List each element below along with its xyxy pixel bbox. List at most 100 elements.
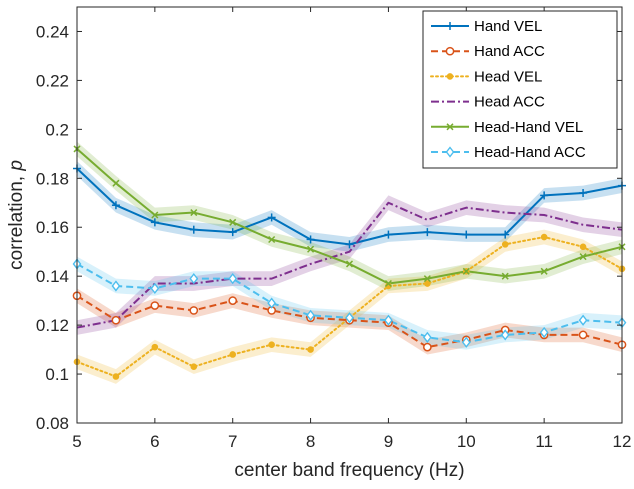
data-point bbox=[190, 363, 198, 371]
y-tick-label: 0.12 bbox=[36, 316, 69, 335]
data-point bbox=[267, 213, 276, 222]
legend-marker bbox=[446, 73, 454, 80]
legend-marker bbox=[446, 22, 454, 30]
y-axis-label-text: correlation, bbox=[6, 171, 27, 270]
data-point bbox=[384, 279, 392, 288]
legend-label: Head ACC bbox=[474, 94, 545, 111]
data-point bbox=[111, 315, 121, 325]
data-point bbox=[268, 235, 276, 244]
data-point bbox=[578, 330, 588, 340]
data-point bbox=[228, 228, 237, 237]
data-point bbox=[384, 230, 393, 239]
data-point bbox=[423, 228, 432, 237]
data-point bbox=[189, 272, 199, 285]
x-axis-label: center band frequency (Hz) bbox=[234, 460, 464, 481]
y-tick-label: 0.14 bbox=[36, 267, 69, 286]
data-point bbox=[423, 275, 431, 283]
data-point bbox=[501, 272, 509, 280]
legend-label: Hand VEL bbox=[474, 18, 542, 35]
data-point bbox=[151, 211, 159, 219]
data-point bbox=[345, 312, 354, 324]
data-point bbox=[267, 297, 277, 309]
legend-marker bbox=[445, 146, 455, 158]
legend-marker bbox=[446, 123, 454, 131]
y-tick-label: 0.18 bbox=[36, 169, 69, 188]
data-point bbox=[461, 336, 471, 348]
data-point bbox=[422, 331, 432, 343]
data-point bbox=[384, 314, 393, 326]
data-point bbox=[189, 225, 198, 234]
legend-entry: Head-Hand ACC bbox=[431, 144, 586, 161]
data-point bbox=[501, 230, 510, 239]
legend-entry: Head VEL bbox=[430, 68, 542, 85]
data-point bbox=[345, 260, 354, 268]
data-point bbox=[229, 218, 237, 226]
y-axis-label: correlation, p bbox=[6, 160, 27, 270]
data-point bbox=[228, 272, 238, 285]
x-tick-label: 11 bbox=[535, 432, 553, 451]
series-band bbox=[77, 161, 622, 252]
series-line bbox=[76, 201, 623, 329]
data-point bbox=[540, 267, 548, 275]
y-axis-ticks: 0.08 0.1 0.12 0.14 0.16 0.18 0.2 0.22 0.24 bbox=[36, 22, 622, 433]
data-point bbox=[501, 241, 509, 248]
series-band bbox=[77, 256, 622, 350]
data-point bbox=[500, 329, 510, 341]
y-tick-label: 0.24 bbox=[36, 22, 69, 41]
x-tick-label: 8 bbox=[306, 432, 315, 451]
plot-area-frame bbox=[76, 6, 623, 424]
data-point bbox=[151, 343, 159, 351]
legend-marker bbox=[445, 46, 455, 56]
data-point bbox=[345, 240, 354, 249]
y-tick-label: 0.22 bbox=[36, 71, 69, 90]
legend-label: Head-Hand ACC bbox=[474, 144, 586, 161]
legend-entry: Head-Hand VEL bbox=[431, 119, 583, 136]
data-point bbox=[268, 341, 275, 348]
x-tick-label: 5 bbox=[72, 432, 81, 451]
x-tick-label: 9 bbox=[384, 432, 393, 451]
legend-entry: Hand VEL bbox=[431, 18, 542, 35]
data-point bbox=[540, 233, 548, 241]
data-point bbox=[150, 218, 159, 227]
x-tick-label: 10 bbox=[457, 432, 476, 451]
data-point bbox=[111, 280, 121, 292]
legend: Hand VEL Hand ACC Head VEL Head ACC Head-Han… bbox=[422, 10, 618, 169]
data-point bbox=[150, 282, 160, 295]
x-tick-label: 7 bbox=[228, 432, 237, 451]
x-axis-ticks: 5 6 7 8 9 10 11 12 bbox=[72, 7, 631, 451]
data-point bbox=[111, 201, 120, 210]
data-point bbox=[307, 346, 314, 353]
y-tick-label: 0.16 bbox=[36, 218, 69, 237]
legend-label: Head VEL bbox=[474, 68, 542, 85]
y-tick-label: 0.2 bbox=[45, 120, 69, 139]
data-point bbox=[540, 191, 549, 200]
data-point bbox=[306, 235, 315, 244]
data-point bbox=[228, 296, 238, 305]
legend-label: Hand ACC bbox=[474, 43, 545, 60]
legend-entry: Head ACC bbox=[431, 94, 545, 111]
data-point bbox=[112, 373, 120, 380]
data-point bbox=[306, 309, 315, 321]
data-point bbox=[112, 179, 120, 187]
data-point bbox=[190, 209, 198, 217]
data-point bbox=[579, 188, 588, 197]
x-tick-label: 6 bbox=[150, 432, 159, 451]
x-tick-label: 12 bbox=[613, 432, 632, 451]
series-band bbox=[77, 229, 622, 384]
data-point bbox=[579, 243, 587, 251]
data-point bbox=[150, 301, 160, 310]
data-point bbox=[423, 342, 432, 352]
data-point bbox=[539, 326, 549, 339]
confidence-bands bbox=[77, 141, 622, 384]
data-point bbox=[462, 230, 471, 239]
y-axis-label-symbol: p bbox=[6, 160, 27, 172]
data-point bbox=[578, 314, 588, 326]
series-band bbox=[77, 141, 622, 291]
legend-label: Head-Hand VEL bbox=[474, 119, 583, 136]
data-point bbox=[189, 306, 199, 315]
data-point bbox=[424, 280, 431, 287]
data-point bbox=[579, 253, 587, 261]
data-point bbox=[229, 351, 237, 358]
data-point bbox=[307, 245, 315, 253]
